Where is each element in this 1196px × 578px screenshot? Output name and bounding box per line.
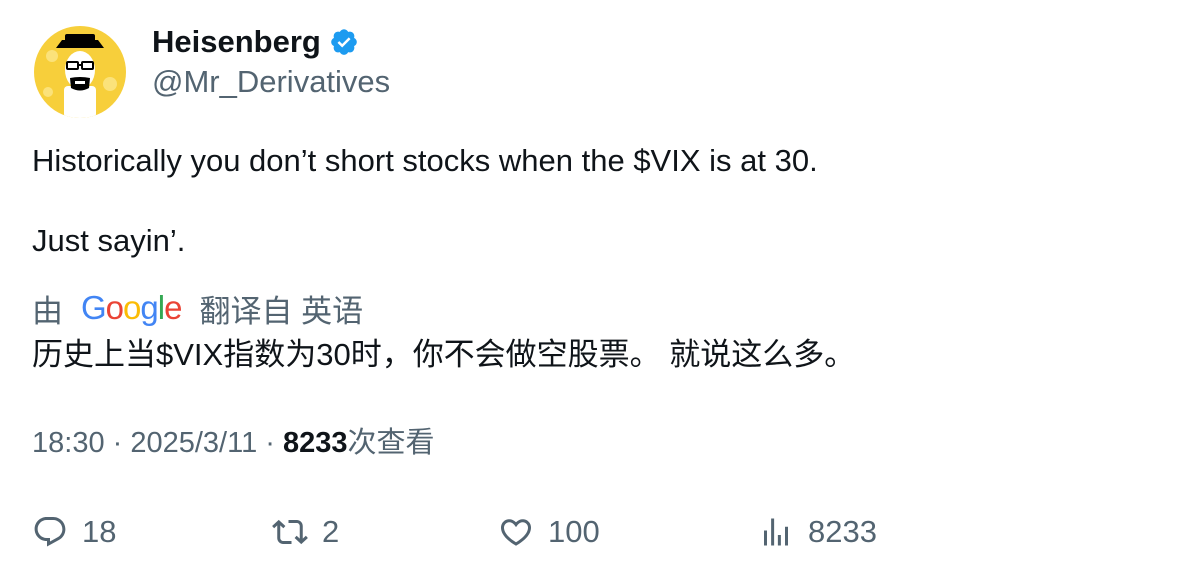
verified-badge-icon (331, 29, 357, 55)
retweet-icon (272, 519, 308, 545)
heisenberg-avatar-icon (34, 26, 126, 118)
avatar[interactable] (34, 26, 126, 118)
like-count: 100 (548, 514, 600, 549)
translation-suffix: 翻译自 英语 (199, 293, 364, 329)
tweet-text-line-2: Just sayin’. (32, 223, 186, 258)
author-row: Heisenberg (152, 22, 359, 62)
views-button[interactable]: 8233 (758, 510, 877, 554)
retweet-count: 2 (322, 514, 340, 549)
translated-text: 历史上当$VIX指数为30时，你不会做空股票。 就说这么多。 (32, 337, 856, 372)
tweet-meta: 18:30 · 2025/3/11 · 8233次查看 (32, 423, 435, 463)
tweet-time[interactable]: 18:30 (32, 427, 105, 459)
like-button[interactable]: 100 (498, 510, 600, 554)
display-name[interactable]: Heisenberg (152, 24, 321, 59)
views-count[interactable]: 8233 (283, 427, 348, 459)
reply-button[interactable]: 18 (32, 510, 116, 554)
google-logo: Google (81, 289, 182, 326)
views-label[interactable]: 次查看 (347, 427, 435, 459)
author-handle[interactable]: @Mr_Derivatives (152, 64, 391, 99)
analytics-icon (764, 518, 788, 546)
meta-separator: · (257, 427, 284, 459)
reply-count: 18 (82, 514, 117, 549)
heart-icon (500, 519, 532, 546)
tweet-date[interactable]: 2025/3/11 (130, 427, 258, 459)
retweet-button[interactable]: 2 (272, 510, 339, 554)
meta-separator: · (104, 427, 131, 459)
reply-icon (34, 517, 66, 547)
tweet-text-line-1: Historically you don’t short stocks when… (32, 143, 818, 178)
translation-attribution[interactable]: 由 Google 翻译自 英语 (32, 287, 363, 329)
views-action-count: 8233 (808, 514, 877, 549)
translation-prefix: 由 (32, 293, 63, 329)
